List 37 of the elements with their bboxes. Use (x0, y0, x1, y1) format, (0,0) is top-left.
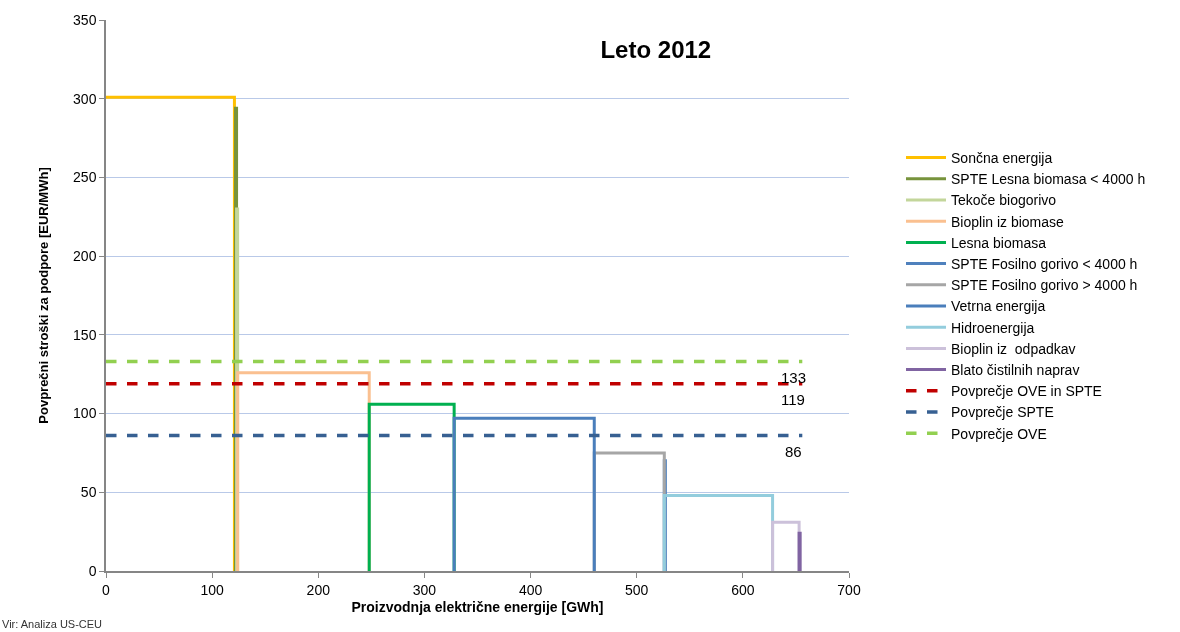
annotation: 133 (781, 369, 807, 386)
x-tick-label: 600 (731, 581, 755, 598)
legend-label: SPTE Fosilno gorivo < 4000 h (951, 256, 1138, 273)
legend-label: SPTE Fosilno gorivo > 4000 h (951, 277, 1138, 294)
legend-label: Bioplin iz odpadkav (951, 340, 1076, 357)
legend-label: Povprečje SPTE (951, 404, 1054, 421)
legend-label: Lesna biomasa (951, 234, 1047, 251)
legend-label: Blato čistilnih naprav (951, 362, 1080, 379)
x-tick-label: 700 (837, 581, 861, 598)
y-tick-label: 0 (88, 562, 97, 579)
y-tick-label: 150 (73, 326, 97, 343)
annotation: 119 (781, 391, 805, 408)
x-axis-title: Proizvodnja električne energije [GWh] (351, 599, 604, 616)
y-tick-label: 50 (80, 484, 97, 501)
legend-label: Tekoče biogorivo (951, 192, 1057, 209)
x-tick-label: 0 (102, 581, 111, 598)
annotation: 86 (785, 443, 802, 460)
y-tick-label: 350 (73, 11, 97, 28)
y-axis-title: Povprečni stroški za podpore [EUR/MWh] (35, 167, 51, 424)
legend-label: Hidroenergija (951, 319, 1035, 336)
text: Vir: Analiza US-CEU (2, 618, 103, 630)
y-tick-label: 250 (73, 169, 97, 186)
legend-label: Sončna energija (951, 150, 1053, 167)
x-tick-label: 200 (306, 581, 331, 598)
y-tick-label: 300 (73, 90, 97, 107)
legend-label: Bioplin iz biomase (951, 213, 1065, 230)
x-tick-label: 300 (412, 581, 437, 598)
text: Leto 2012 (600, 35, 712, 63)
legend-label: Povprečje OVE (951, 425, 1047, 442)
x-tick-label: 400 (518, 581, 543, 598)
x-tick-label: 100 (200, 581, 225, 598)
legend-label: SPTE Lesna biomasa < 4000 h (951, 171, 1146, 188)
y-tick-label: 200 (73, 248, 97, 265)
x-tick-label: 500 (625, 581, 649, 598)
y-tick-label: 100 (73, 405, 97, 422)
legend-label: Vetrna energija (951, 298, 1046, 315)
legend-label: Povprečje OVE in SPTE (951, 383, 1102, 400)
